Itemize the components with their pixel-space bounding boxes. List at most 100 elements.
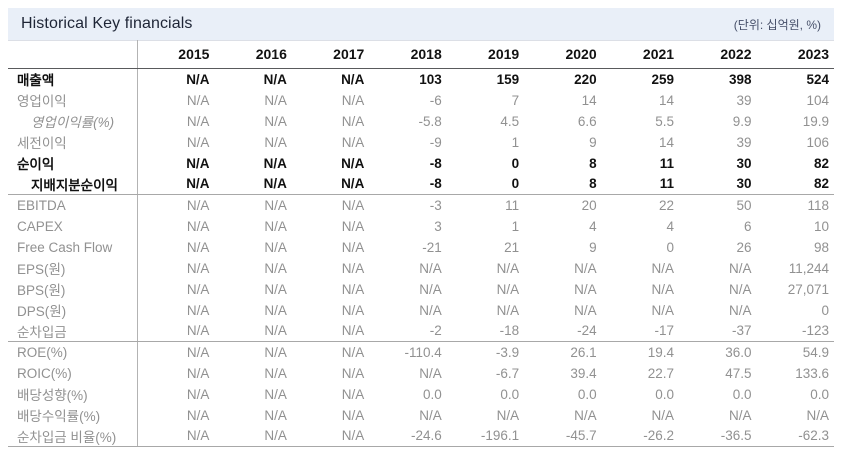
cell: 103 xyxy=(419,71,442,87)
cell: N/A xyxy=(186,386,210,402)
cell: N/A xyxy=(186,260,210,276)
cell: -18 xyxy=(446,320,525,342)
year-header: 2015 xyxy=(137,40,215,69)
cell: 0.0 xyxy=(732,386,752,402)
cell: N/A xyxy=(728,302,752,318)
cell: N/A xyxy=(574,260,597,276)
cell: -37 xyxy=(679,320,757,342)
cell: 11 xyxy=(505,197,520,213)
cell: N/A xyxy=(574,407,597,423)
cell: N/A xyxy=(341,218,365,234)
table-row: CAPEX N/A N/A N/A 3 1 4 4 6 10 xyxy=(8,215,834,237)
cell: 1 xyxy=(511,218,520,234)
cell: 1 xyxy=(511,134,520,150)
cell: N/A xyxy=(214,320,292,342)
row-label: DPS(원) xyxy=(8,299,138,321)
table-row: 순이익 N/A N/A N/A -8 0 8 11 30 82 xyxy=(8,152,834,174)
cell: -8 xyxy=(369,173,447,195)
cell: N/A xyxy=(341,365,365,381)
cell: 30 xyxy=(736,155,752,171)
row-label: ROE(%) xyxy=(8,341,138,363)
panel-title: Historical Key financials xyxy=(21,15,193,32)
cell: -24 xyxy=(524,320,602,342)
cell: N/A xyxy=(214,425,292,447)
cell: N/A xyxy=(496,281,520,297)
cell: N/A xyxy=(728,260,752,276)
cell: 36.0 xyxy=(725,344,752,360)
year-header: 2020 xyxy=(524,40,602,69)
cell: N/A xyxy=(341,344,365,360)
cell: 82 xyxy=(756,173,834,195)
cell: -110.4 xyxy=(404,344,442,360)
cell: N/A xyxy=(263,71,287,87)
row-label: 지배지분순이익 xyxy=(8,173,138,195)
cell: 0.0 xyxy=(655,386,675,402)
cell: 19.9 xyxy=(802,113,829,129)
row-label: 순차입금 xyxy=(8,320,138,342)
cell: N/A xyxy=(291,320,370,342)
cell: N/A xyxy=(264,239,287,255)
cell: N/A xyxy=(186,92,210,108)
table-row: EPS(원) N/A N/A N/A N/A N/A N/A N/A N/A 11,244 xyxy=(8,257,834,279)
cell: N/A xyxy=(496,407,520,423)
cell: -6.7 xyxy=(495,365,520,381)
cell: N/A xyxy=(341,134,365,150)
table-row: 영업이익 N/A N/A N/A -6 7 14 14 39 104 xyxy=(8,89,834,111)
cell: N/A xyxy=(186,302,210,318)
table-row: DPS(원) N/A N/A N/A N/A N/A N/A N/A N/A 0 xyxy=(8,299,834,321)
cell: -123 xyxy=(756,320,834,342)
cell: 524 xyxy=(806,71,829,87)
panel-titlebar: Historical Key financials (단위: 십억원, %) xyxy=(8,8,834,40)
cell: N/A xyxy=(341,197,365,213)
cell: N/A xyxy=(186,344,210,360)
cell: 27,071 xyxy=(787,281,829,297)
cell: N/A xyxy=(806,407,829,423)
cell: N/A xyxy=(186,155,210,171)
cell: 104 xyxy=(806,92,829,108)
cell: 106 xyxy=(806,134,829,150)
year-header: 2022 xyxy=(679,40,757,69)
table-row: Free Cash Flow N/A N/A N/A -21 21 9 0 26 98 xyxy=(8,236,834,258)
year-header-row: 2015 2016 2017 2018 2019 2020 2021 2022 2023 xyxy=(8,40,834,69)
cell: 39 xyxy=(736,92,752,108)
cell: 39 xyxy=(736,134,752,150)
cell: N/A xyxy=(419,281,442,297)
cell: N/A xyxy=(341,155,365,171)
cell: N/A xyxy=(264,218,287,234)
table-row: 영업이익률(%) N/A N/A N/A -5.8 4.5 6.6 5.5 9.9 19.9 xyxy=(8,110,834,132)
cell: N/A xyxy=(341,281,365,297)
cell: N/A xyxy=(137,173,215,195)
cell: -62.3 xyxy=(756,425,834,447)
cell: 259 xyxy=(651,71,675,87)
row-label: 세전이익 xyxy=(8,131,138,153)
year-header: 2021 xyxy=(601,40,680,69)
cell: N/A xyxy=(186,218,210,234)
cell: N/A xyxy=(341,113,365,129)
table-row: 매출액 N/A N/A N/A 103 159 220 259 398 524 xyxy=(8,68,834,90)
row-label: 배당수익률(%) xyxy=(8,404,138,426)
cell: N/A xyxy=(496,260,520,276)
cell: 0 xyxy=(821,302,829,318)
cell: 20 xyxy=(581,197,597,213)
cell: N/A xyxy=(264,197,287,213)
cell: N/A xyxy=(728,281,752,297)
cell: N/A xyxy=(574,281,597,297)
cell: 9 xyxy=(589,134,597,150)
table-row: 순차입금 비율(%) N/A N/A N/A -24.6 -196.1 -45.7 -26.2… xyxy=(8,425,834,447)
cell: 11 xyxy=(601,173,680,195)
cell: N/A xyxy=(186,281,210,297)
table-row: ROIC(%) N/A N/A N/A N/A -6.7 39.4 22.7 47.5 133.6 xyxy=(8,362,834,384)
cell: -36.5 xyxy=(679,425,757,447)
year-header: 2017 xyxy=(291,40,370,69)
financials-table: 2015 2016 2017 2018 2019 2020 2021 2022 2023 매출액… xyxy=(8,40,834,447)
cell: N/A xyxy=(264,407,287,423)
cell: -17 xyxy=(601,320,680,342)
cell: -26.2 xyxy=(601,425,680,447)
cell: 82 xyxy=(813,155,829,171)
year-header: 2018 xyxy=(369,40,447,69)
cell: N/A xyxy=(264,386,287,402)
cell: N/A xyxy=(264,281,287,297)
cell: 98 xyxy=(813,239,829,255)
cell: 0 xyxy=(446,173,525,195)
table-row: 지배지분순이익 N/A N/A N/A -8 0 8 11 30 82 xyxy=(8,173,834,195)
